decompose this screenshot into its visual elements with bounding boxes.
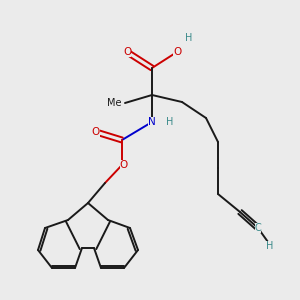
Text: Me: Me xyxy=(106,98,121,108)
Text: H: H xyxy=(166,117,174,127)
Text: C: C xyxy=(255,223,261,233)
Text: H: H xyxy=(266,241,274,251)
Text: O: O xyxy=(123,47,131,57)
Text: O: O xyxy=(173,47,181,57)
Text: O: O xyxy=(92,127,100,137)
Text: N: N xyxy=(148,117,156,127)
Text: H: H xyxy=(185,33,193,43)
Text: O: O xyxy=(120,160,128,170)
